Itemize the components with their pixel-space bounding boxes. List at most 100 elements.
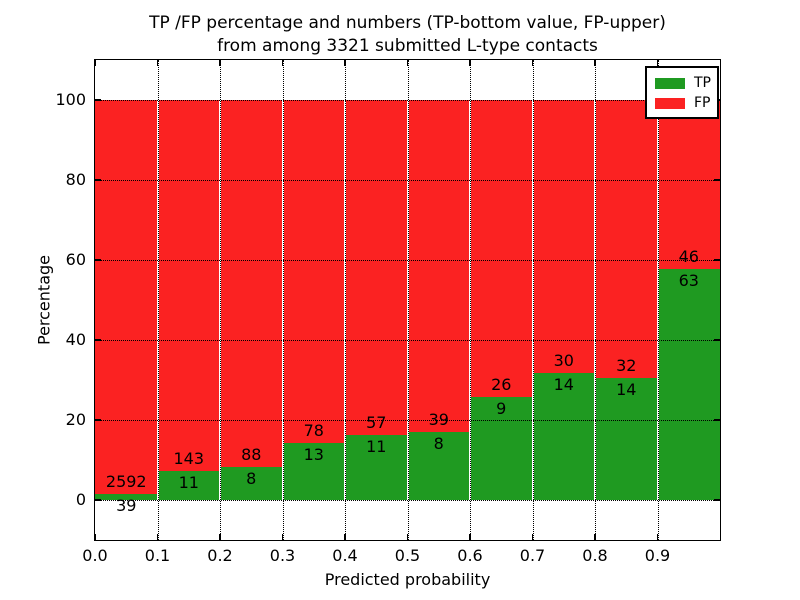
- x-gridline: [595, 60, 596, 540]
- x-tick-top: [156, 60, 158, 66]
- bar-segment-tp: [157, 471, 220, 500]
- x-gridline: [345, 60, 346, 540]
- tp-count-label: 39: [116, 496, 137, 516]
- tp-color-swatch: [655, 77, 685, 89]
- tp-count-label: 8: [246, 468, 257, 488]
- fp-count-label: 2592: [105, 472, 147, 492]
- x-tick-bottom: [156, 534, 158, 540]
- y-tick-label: 0: [75, 490, 86, 509]
- x-tick-bottom: [94, 534, 96, 540]
- legend: TP FP: [645, 66, 719, 119]
- chart-title-line2: from among 3321 submitted L-type contact…: [217, 36, 598, 56]
- x-tick-label: 0.1: [144, 546, 171, 565]
- x-tick-top: [281, 60, 283, 66]
- bar-segment-tp: [282, 442, 345, 500]
- x-tick-top: [406, 60, 408, 66]
- tp-count-label: 63: [678, 270, 699, 290]
- y-tick-right: [714, 339, 720, 341]
- y-tick-left: [95, 259, 101, 261]
- x-tick-bottom: [656, 534, 658, 540]
- tp-count-label: 11: [366, 437, 387, 457]
- x-gridline: [657, 60, 659, 540]
- fp-count-label: 30: [553, 350, 574, 370]
- x-gridline: [407, 60, 409, 540]
- fp-color-swatch: [655, 97, 685, 109]
- tp-count-label: 14: [616, 380, 637, 400]
- x-tick-label: 0.2: [207, 546, 233, 565]
- bar-segment-fp: [282, 100, 345, 443]
- x-gridline: [282, 60, 284, 540]
- bar-segment-tp: [407, 431, 470, 500]
- x-tick-label: 0.4: [332, 546, 358, 565]
- fp-count-label: 143: [173, 449, 205, 469]
- chart-title-line1: TP /FP percentage and numbers (TP-bottom…: [149, 13, 666, 33]
- x-tick-label: 0.9: [644, 546, 671, 565]
- tp-count-label: 9: [496, 399, 507, 419]
- legend-label-tp: TP: [694, 75, 711, 91]
- x-tick-bottom: [281, 534, 283, 540]
- fp-count-label: 57: [366, 413, 387, 433]
- bar-segment-tp: [95, 494, 158, 500]
- x-tick-top: [656, 60, 658, 66]
- plot-area: 2592 39 143 11 88 8 78 13 57 11 39 8 26 9 30 14 32 14 46 63: [94, 59, 721, 541]
- fp-count-label: 26: [491, 375, 512, 395]
- bar-segment-fp: [220, 100, 283, 467]
- tp-count-label: 11: [178, 473, 199, 493]
- legend-entry-fp: FP: [647, 93, 717, 113]
- bar-segment-tp: [220, 466, 283, 500]
- x-gridline: [220, 60, 221, 540]
- x-tick-top: [219, 60, 221, 66]
- x-tick-bottom: [531, 534, 533, 540]
- y-tick-left: [95, 179, 101, 181]
- y-tick-right: [714, 179, 720, 181]
- bar-segment-fp: [95, 100, 158, 495]
- x-tick-label: 0.5: [394, 546, 421, 565]
- x-gridline: [470, 60, 471, 540]
- y-tick-right: [714, 499, 720, 501]
- x-tick-bottom: [469, 534, 471, 540]
- fp-count-label: 78: [303, 420, 324, 440]
- y-tick-right: [714, 259, 720, 261]
- x-tick-label: 0.7: [519, 546, 546, 565]
- x-tick-top: [594, 60, 596, 66]
- bar-segment-fp: [657, 100, 720, 269]
- x-tick-bottom: [594, 534, 596, 540]
- y-tick-label: 100: [55, 90, 86, 109]
- bar-segment-tp: [657, 268, 720, 500]
- y-tick-left: [95, 339, 101, 341]
- tp-count-label: 14: [553, 374, 574, 394]
- x-tick-label: 0.6: [457, 546, 483, 565]
- bar-segment-tp: [345, 435, 408, 500]
- y-tick-right: [714, 419, 720, 421]
- x-tick-label: 0.8: [582, 546, 608, 565]
- x-tick-top: [344, 60, 346, 66]
- bar-segment-fp: [470, 100, 533, 398]
- bar-segment-fp: [532, 100, 595, 373]
- y-tick-label: 80: [65, 170, 86, 189]
- y-tick-label: 20: [65, 410, 86, 429]
- x-gridline: [532, 60, 534, 540]
- tp-count-label: 13: [303, 444, 324, 464]
- tp-count-label: 8: [433, 433, 444, 453]
- x-tick-top: [531, 60, 533, 66]
- x-tick-label: 0.0: [82, 546, 108, 565]
- bar-segment-fp: [345, 100, 408, 436]
- y-tick-label: 40: [65, 330, 86, 349]
- x-axis-label: Predicted probability: [324, 570, 491, 589]
- bar-segment-tp: [532, 372, 595, 500]
- x-tick-label: 0.3: [269, 546, 296, 565]
- x-tick-top: [469, 60, 471, 66]
- x-tick-bottom: [219, 534, 221, 540]
- legend-label-fp: FP: [694, 95, 711, 111]
- fp-count-label: 88: [241, 444, 262, 464]
- bar-segment-fp: [407, 100, 470, 432]
- fp-count-label: 46: [678, 246, 699, 266]
- bar-segment-fp: [595, 100, 658, 379]
- y-tick-label: 60: [65, 250, 86, 269]
- bar-segment-tp: [470, 397, 533, 500]
- fp-count-label: 32: [616, 356, 637, 376]
- y-tick-left: [95, 99, 101, 101]
- x-tick-top: [94, 60, 96, 66]
- x-tick-bottom: [344, 534, 346, 540]
